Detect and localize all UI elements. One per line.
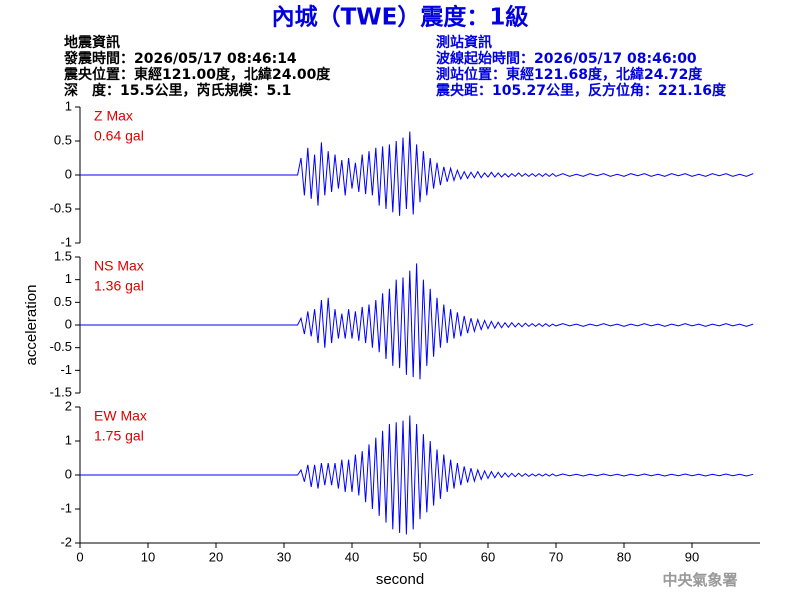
y-tick-label: -1.5 (50, 384, 72, 399)
max-label: 1.75 gal (94, 428, 144, 444)
agency: 中央氣象署 (662, 571, 737, 589)
waveform (80, 263, 754, 380)
title: 內城（TWE）震度：1級 (272, 4, 529, 31)
y-tick-label: 0 (65, 466, 72, 481)
quake-info-line: 震央位置：東經121.00度，北緯24.00度 (63, 66, 331, 83)
station-info-line: 波線起始時間：2026/05/17 08:46:00 (436, 50, 697, 67)
y-tick-label: 0 (65, 316, 72, 331)
x-tick-label: 30 (277, 549, 291, 564)
channel-label: EW Max (94, 408, 147, 424)
x-tick-label: 60 (481, 549, 495, 564)
y-tick-label: -0.5 (50, 339, 72, 354)
channel-label: NS Max (94, 258, 144, 274)
y-tick-label: 1 (65, 98, 72, 113)
y-tick-label: 0.5 (54, 132, 72, 147)
y-axis-label: acceleration (23, 285, 40, 366)
max-label: 1.36 gal (94, 278, 144, 294)
y-tick-label: 1.5 (54, 248, 72, 263)
quake-info-line: 發震時間：2026/05/17 08:46:14 (63, 50, 297, 67)
quake-info-heading: 地震資訊 (64, 34, 120, 51)
channel-label: Z Max (94, 108, 133, 124)
y-tick-label: 0.5 (54, 294, 72, 309)
station-info-heading: 測站資訊 (436, 34, 492, 51)
y-tick-label: 0 (65, 166, 72, 181)
max-label: 0.64 gal (94, 128, 144, 144)
y-tick-label: 1 (65, 271, 72, 286)
x-tick-label: 0 (76, 549, 83, 564)
quake-info-line: 深 度：15.5公里，芮氏規模：5.1 (64, 82, 291, 99)
x-tick-label: 80 (617, 549, 631, 564)
x-tick-label: 40 (345, 549, 359, 564)
y-tick-label: -2 (60, 534, 72, 549)
x-tick-label: 70 (549, 549, 563, 564)
station-info-line: 測站位置：東經121.68度，北緯24.72度 (436, 66, 703, 83)
y-tick-label: 2 (65, 398, 72, 413)
y-tick-label: -1 (60, 362, 72, 377)
x-tick-label: 20 (209, 549, 223, 564)
x-axis-label: second (376, 571, 424, 588)
y-tick-label: -1 (60, 234, 72, 249)
y-tick-label: -0.5 (50, 200, 72, 215)
waveform (80, 131, 754, 216)
x-tick-label: 50 (413, 549, 427, 564)
x-tick-label: 90 (685, 549, 699, 564)
y-tick-label: 1 (65, 432, 72, 447)
x-tick-label: 10 (141, 549, 155, 564)
waveform (80, 415, 754, 535)
station-info-line: 震央距：105.27公里，反方位角：221.16度 (435, 82, 727, 99)
y-tick-label: -1 (60, 500, 72, 515)
